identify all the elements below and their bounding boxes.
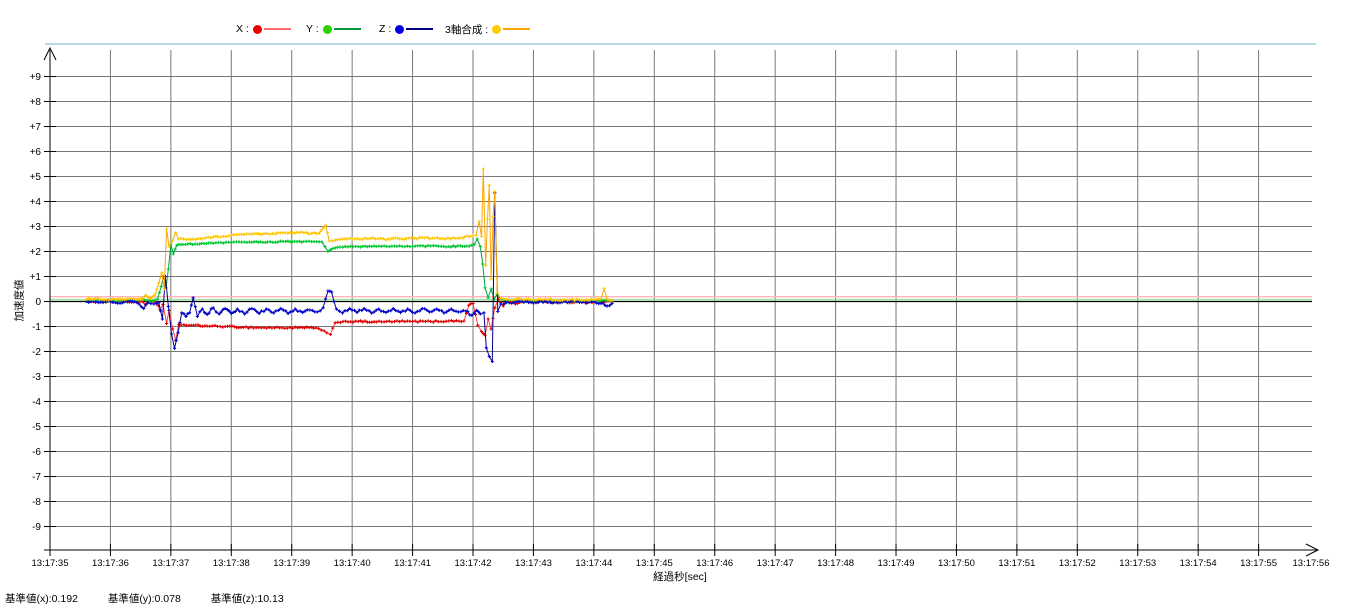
legend-label-composite: 3軸合成 : — [445, 23, 489, 36]
legend-line-composite-icon — [503, 28, 531, 30]
svg-text:13:17:45: 13:17:45 — [636, 558, 673, 569]
svg-text:+3: +3 — [30, 222, 42, 233]
svg-text:-1: -1 — [32, 322, 41, 333]
svg-text:13:17:47: 13:17:47 — [757, 558, 794, 569]
svg-text:-6: -6 — [32, 447, 41, 458]
axes — [43, 46, 1320, 557]
legend-item-composite: 3軸合成 : — [445, 21, 531, 37]
x-axis-title: 経過秒[sec] — [653, 571, 707, 583]
svg-text:13:17:53: 13:17:53 — [1119, 558, 1156, 569]
svg-text:13:17:48: 13:17:48 — [817, 558, 854, 569]
svg-text:+4: +4 — [30, 197, 42, 208]
svg-text:13:17:36: 13:17:36 — [92, 558, 129, 569]
svg-text:13:17:49: 13:17:49 — [878, 558, 915, 569]
reference-value-x: 基準値(x):0.192 — [5, 593, 78, 605]
svg-text:13:17:46: 13:17:46 — [696, 558, 733, 569]
legend-label-z: Z : — [379, 23, 392, 35]
svg-text:13:17:43: 13:17:43 — [515, 558, 552, 569]
svg-text:-8: -8 — [32, 497, 41, 508]
svg-text:13:17:52: 13:17:52 — [1059, 558, 1096, 569]
legend-dot-x-icon — [252, 24, 262, 34]
svg-text:13:17:44: 13:17:44 — [575, 558, 612, 569]
reference-value-y: 基準値(y):0.078 — [107, 593, 181, 605]
y-tick-labels: +9 +8 +7 +6 +5 +4 +3 +2 +1 0 -1 -2 -3 -4 -5 -6 -7 -8 -9 — [30, 72, 42, 533]
legend-line-x-icon — [263, 28, 291, 30]
svg-text:-9: -9 — [32, 522, 41, 533]
svg-text:13:17:37: 13:17:37 — [152, 558, 189, 569]
svg-text:0: 0 — [35, 297, 41, 308]
legend-label-x: X : — [236, 23, 249, 35]
svg-text:-2: -2 — [32, 347, 41, 358]
series-markers-X — [84, 297, 614, 342]
svg-text:+5: +5 — [30, 172, 42, 183]
panel-top-border — [45, 43, 1316, 45]
reference-values: 基準値(x):0.192 基準値(y):0.078 基準値(z):10.13 — [5, 591, 311, 606]
svg-text:13:17:42: 13:17:42 — [455, 558, 492, 569]
svg-text:+7: +7 — [30, 122, 42, 133]
svg-text:13:17:54: 13:17:54 — [1180, 558, 1217, 569]
svg-text:13:17:41: 13:17:41 — [394, 558, 431, 569]
svg-text:+6: +6 — [30, 147, 42, 158]
svg-text:13:17:55: 13:17:55 — [1240, 558, 1277, 569]
series-3軸合成 — [84, 167, 614, 303]
svg-text:-4: -4 — [32, 397, 41, 408]
svg-text:+8: +8 — [30, 97, 42, 108]
legend-item-x: X : — [236, 21, 291, 37]
svg-text:-5: -5 — [32, 422, 41, 433]
svg-text:13:17:38: 13:17:38 — [213, 558, 250, 569]
legend-label-y: Y : — [306, 23, 319, 35]
svg-text:13:17:50: 13:17:50 — [938, 558, 975, 569]
reference-value-z: 基準値(z):10.13 — [210, 593, 284, 605]
y-axis-title: 加速度値 — [13, 279, 26, 322]
svg-text:-3: -3 — [32, 372, 41, 383]
legend-dot-composite-icon — [492, 24, 502, 34]
svg-text:+1: +1 — [30, 272, 42, 283]
svg-text:13:17:39: 13:17:39 — [273, 558, 310, 569]
svg-text:13:17:40: 13:17:40 — [334, 558, 371, 569]
legend-item-y: Y : — [306, 21, 361, 37]
x-tick-labels: 13:17:35 13:17:36 13:17:37 13:17:38 13:17:39… — [32, 558, 1330, 569]
legend-dot-y-icon — [322, 24, 332, 34]
series-markers-3軸合成 — [84, 167, 614, 303]
svg-text:+9: +9 — [30, 72, 42, 83]
legend-dot-z-icon — [395, 24, 405, 34]
svg-text:13:17:35: 13:17:35 — [32, 558, 69, 569]
svg-text:13:17:51: 13:17:51 — [998, 558, 1035, 569]
svg-text:+2: +2 — [30, 247, 42, 258]
legend-line-z-icon — [406, 28, 434, 30]
svg-text:-7: -7 — [32, 472, 41, 483]
svg-text:13:17:56: 13:17:56 — [1293, 558, 1330, 569]
series-X — [84, 297, 614, 342]
legend-item-z: Z : — [379, 21, 434, 37]
legend-line-y-icon — [333, 28, 361, 30]
